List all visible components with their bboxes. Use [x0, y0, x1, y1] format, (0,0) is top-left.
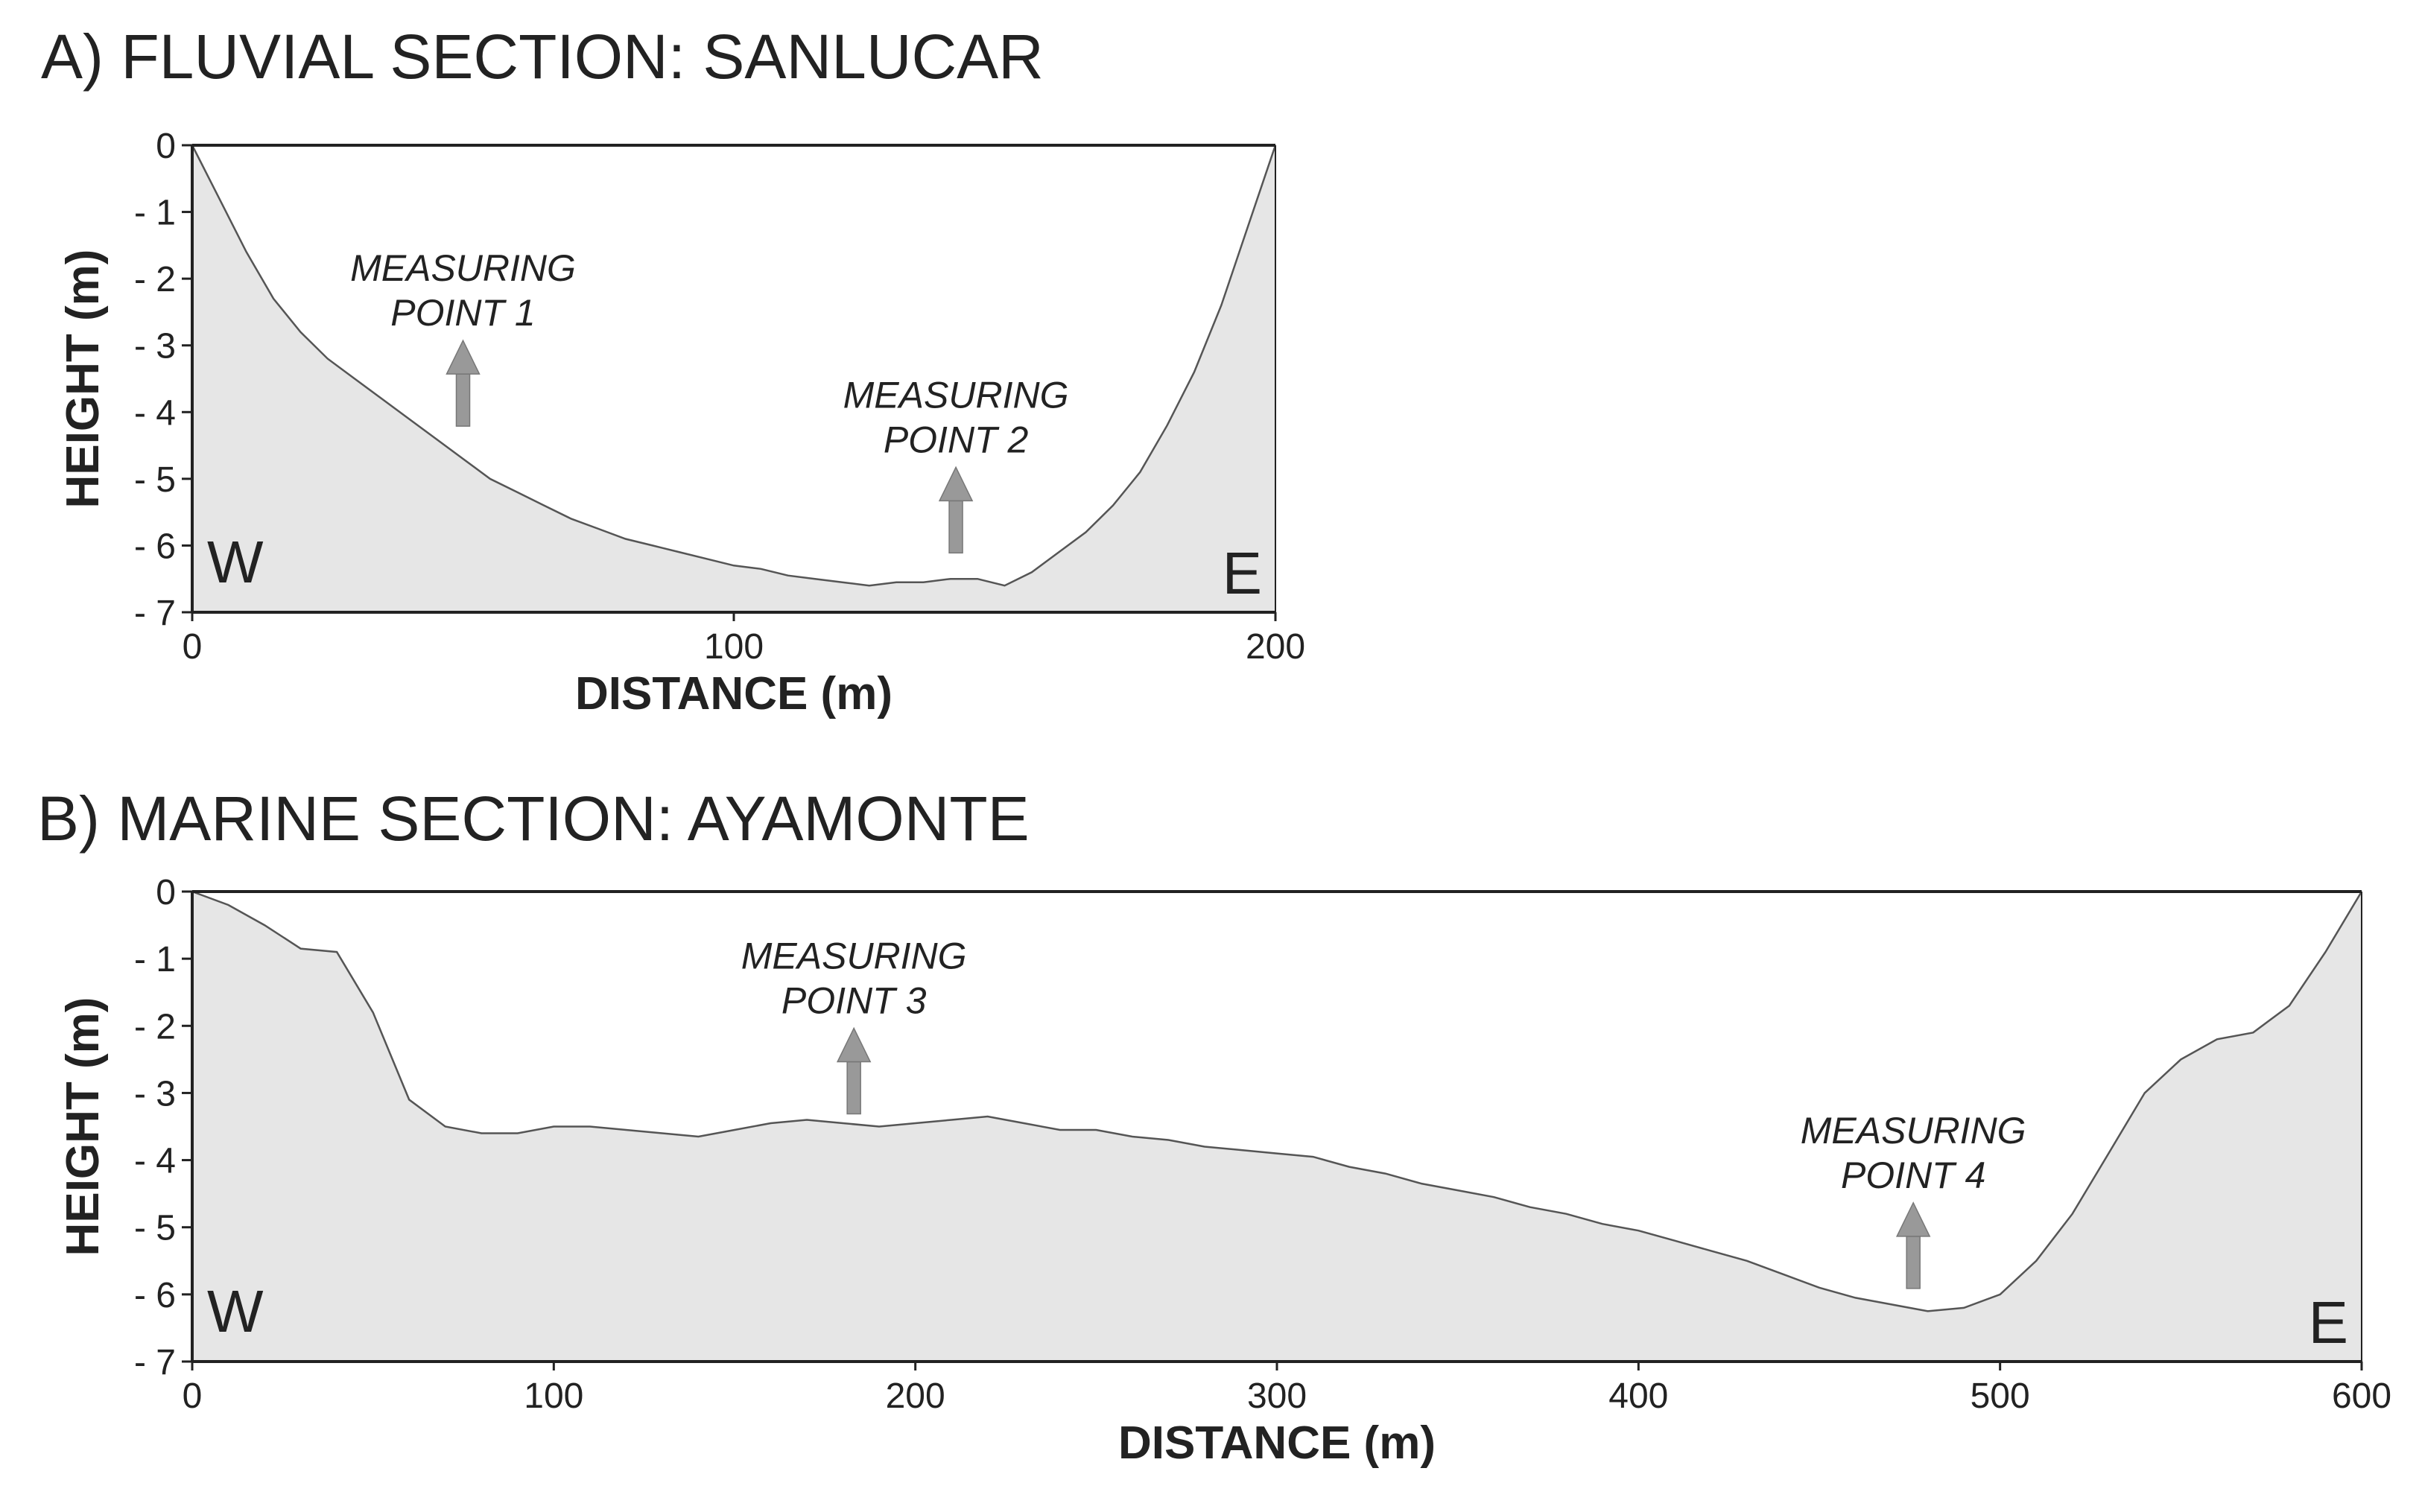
x-tick-label: 0 [183, 627, 203, 667]
y-tick-label: - 1 [134, 194, 176, 233]
panel-b-y-axis-label: HEIGHT (m) [57, 997, 109, 1257]
arrow-up-icon [1895, 1201, 1931, 1237]
panel-a-y-ticks: 0 - 1 - 2 - 3 - 4 - 5 - 6 - 7 [134, 127, 192, 633]
panel-a-east-label: E [1223, 540, 1262, 606]
panel-b-marine-section: B) MARINE SECTION: AYAMONTE 0 - 1 - 2 - 3 - … [37, 784, 2391, 1469]
x-tick-label: 200 [886, 1376, 945, 1416]
profile-fill [192, 145, 1275, 612]
arrow-up-icon [446, 339, 481, 375]
y-tick-label: - 6 [134, 1276, 176, 1315]
panel-b-title: B) MARINE SECTION: AYAMONTE [37, 784, 1030, 854]
annotation-line-2: POINT 3 [782, 979, 927, 1021]
arrow-shaft [455, 373, 471, 427]
x-tick-label: 500 [1971, 1376, 2030, 1416]
y-tick-label: - 4 [134, 393, 176, 433]
x-tick-label: 100 [524, 1376, 583, 1416]
panel-a-fluvial-section: A) FLUVIAL SECTION: SANLUCAR 0 - 1 - 2 - 3 -… [41, 22, 1305, 720]
panel-b-x-axis-label: DISTANCE (m) [1118, 1417, 1436, 1469]
panel-a-x-ticks: 0 100 200 [183, 612, 1305, 667]
arrow-shaft [1906, 1236, 1921, 1289]
panel-a-x-axis-label: DISTANCE (m) [575, 668, 893, 720]
panel-b-east-label: E [2309, 1289, 2348, 1356]
panel-a-title: A) FLUVIAL SECTION: SANLUCAR [41, 22, 1044, 92]
annotation-line-1: MEASURING [1801, 1110, 2026, 1152]
panel-a-west-label: W [207, 529, 264, 595]
y-tick-label: - 5 [134, 1209, 176, 1248]
profile-line [191, 890, 2363, 1312]
profile-fill [192, 892, 2362, 1362]
y-tick-label: - 7 [134, 1343, 176, 1382]
y-tick-label: - 6 [134, 527, 176, 566]
x-tick-label: 0 [183, 1376, 203, 1416]
y-tick-label: 0 [156, 873, 176, 912]
panel-a-y-axis-label: HEIGHT (m) [57, 250, 109, 509]
y-tick-label: - 2 [134, 1007, 176, 1046]
y-tick-label: - 5 [134, 460, 176, 500]
y-tick-label: - 7 [134, 594, 176, 633]
x-tick-label: 400 [1608, 1376, 1668, 1416]
y-tick-label: 0 [156, 127, 176, 166]
annotation-line-1: MEASURING [350, 247, 576, 289]
x-tick-label: 300 [1247, 1376, 1307, 1416]
y-tick-label: - 4 [134, 1142, 176, 1181]
panel-b-y-ticks: 0 - 1 - 2 - 3 - 4 - 5 - 6 - 7 [134, 873, 192, 1382]
y-tick-label: - 2 [134, 260, 176, 299]
x-tick-label: 600 [2332, 1376, 2391, 1416]
annotation-line-2: POINT 4 [1841, 1154, 1985, 1196]
arrow-up-icon [836, 1026, 872, 1063]
annotation-line-2: POINT 2 [884, 419, 1029, 460]
annotation-line-1: MEASURING [843, 374, 1069, 416]
y-tick-label: - 3 [134, 327, 176, 366]
panel-b-west-label: W [207, 1278, 264, 1344]
y-tick-label: - 1 [134, 940, 176, 979]
arrow-shaft [948, 500, 963, 554]
panel-b-x-ticks: 0 100 200 300 400 500 600 [183, 1362, 2391, 1416]
x-tick-label: 200 [1246, 627, 1305, 667]
y-tick-label: - 3 [134, 1074, 176, 1114]
annotation-line-1: MEASURING [741, 935, 967, 976]
arrow-shaft [846, 1061, 861, 1115]
annotation-line-2: POINT 1 [390, 292, 535, 334]
arrow-up-icon [938, 466, 974, 502]
profile-line [191, 144, 1277, 587]
panel-b-profile [191, 890, 2363, 1363]
panel-a-profile [191, 144, 1277, 614]
x-tick-label: 100 [704, 627, 764, 667]
